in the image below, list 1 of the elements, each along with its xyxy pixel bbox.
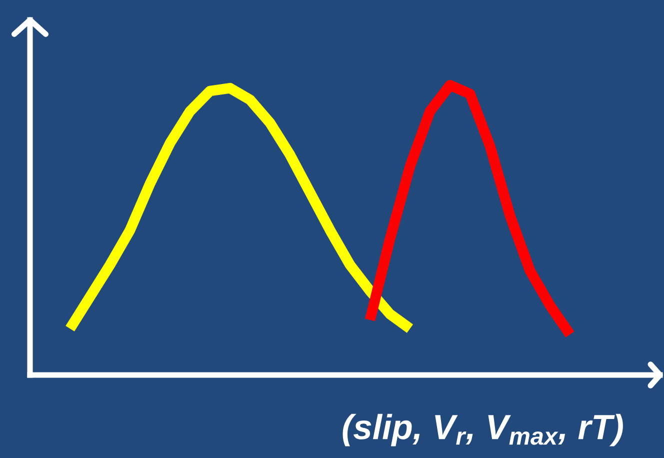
x-axis-title: (slip, V$_{r}$, V$_{max}$, rT) — [342, 414, 623, 446]
